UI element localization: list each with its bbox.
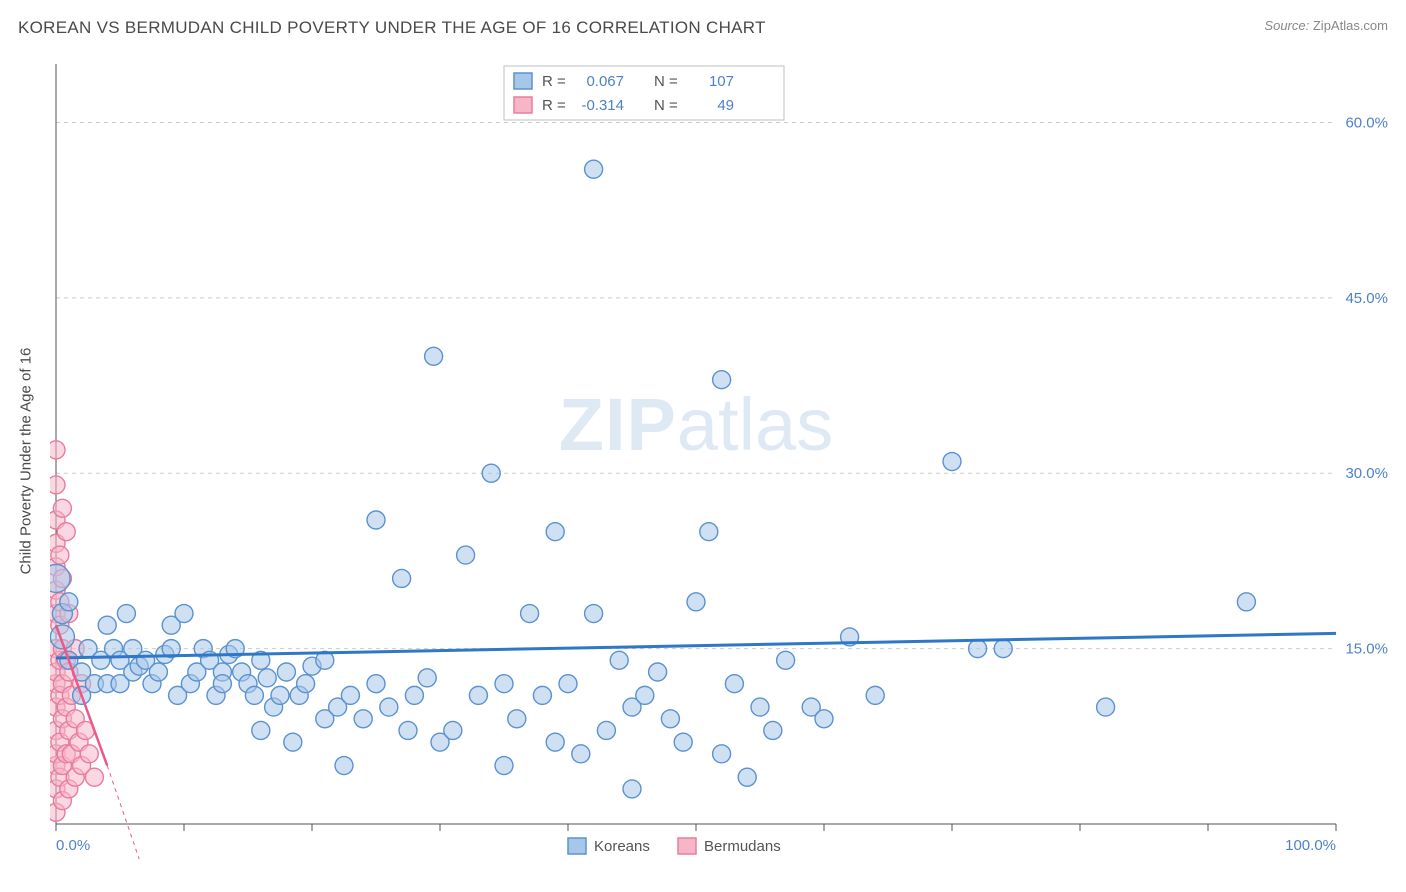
svg-text:60.0%: 60.0%: [1345, 114, 1388, 131]
svg-text:15.0%: 15.0%: [1345, 641, 1388, 658]
source-attribution: Source: ZipAtlas.com: [1264, 18, 1388, 33]
source-value: ZipAtlas.com: [1313, 18, 1388, 33]
svg-text:30.0%: 30.0%: [1345, 465, 1388, 482]
svg-text:100.0%: 100.0%: [1285, 837, 1336, 854]
chart-title: KOREAN VS BERMUDAN CHILD POVERTY UNDER T…: [18, 18, 766, 37]
svg-text:0.0%: 0.0%: [56, 837, 90, 854]
svg-text:R =: R =: [542, 73, 566, 90]
svg-text:0.067: 0.067: [586, 73, 624, 90]
svg-text:107: 107: [709, 73, 734, 90]
svg-text:Bermudans: Bermudans: [704, 838, 781, 855]
svg-text:N =: N =: [654, 97, 678, 114]
svg-text:Koreans: Koreans: [594, 838, 650, 855]
svg-text:45.0%: 45.0%: [1345, 290, 1388, 307]
chart-container: Child Poverty Under the Age of 16 ZIPatl…: [50, 56, 1390, 866]
y-axis-label: Child Poverty Under the Age of 16: [18, 348, 35, 575]
svg-text:ZIPatlas: ZIPatlas: [559, 383, 833, 466]
svg-text:N =: N =: [654, 73, 678, 90]
source-label: Source:: [1264, 18, 1309, 33]
svg-text:R =: R =: [542, 97, 566, 114]
scatter-chart: ZIPatlas 0.0% 100.0% 15.0% 30.0% 45.0% 60.0% R …: [50, 56, 1390, 866]
svg-text:-0.314: -0.314: [581, 97, 624, 114]
svg-text:49: 49: [717, 97, 734, 114]
